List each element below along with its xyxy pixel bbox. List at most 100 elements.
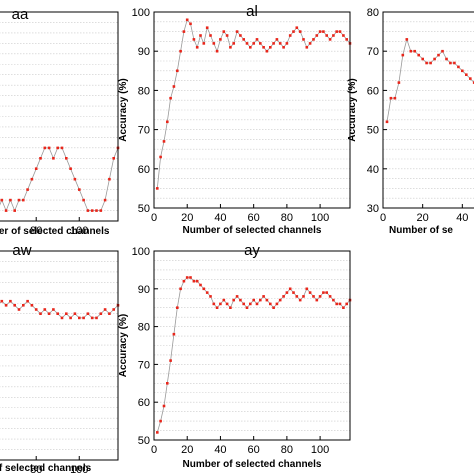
y-tick-label: 50 — [138, 203, 150, 215]
data-points — [0, 146, 120, 212]
y-tick-label: 70 — [138, 359, 150, 371]
data-points — [385, 38, 474, 124]
data-point — [322, 291, 325, 294]
data-point — [315, 34, 319, 37]
data-point — [322, 30, 325, 33]
data-point — [73, 177, 77, 181]
y-axis-label: Accuracy (%) — [118, 78, 129, 141]
data-point — [199, 34, 202, 37]
y-tick-label: 80 — [138, 85, 150, 97]
data-point — [192, 38, 196, 41]
data-point — [189, 22, 192, 26]
x-tick-label: 60 — [248, 212, 260, 224]
data-point — [441, 49, 444, 53]
data-point — [255, 38, 259, 41]
data-point — [82, 198, 85, 202]
data-point — [0, 299, 4, 303]
gridlines — [383, 21, 474, 199]
data-point — [332, 298, 335, 302]
y-tick-label: 100 — [132, 7, 150, 19]
data-point — [219, 302, 222, 306]
data-point — [39, 157, 42, 160]
chart-panel-3: 0 20 40 30 40 50 60 70 80 Number of se Accuracy (%… — [347, 7, 474, 236]
data-point — [312, 295, 315, 298]
data-point — [302, 38, 305, 41]
data-point — [328, 295, 332, 298]
data-point — [225, 34, 229, 37]
data-point — [86, 312, 90, 315]
data-point — [22, 304, 25, 307]
data-point — [457, 65, 460, 69]
data-point — [17, 308, 21, 311]
data-point — [405, 38, 409, 41]
data-point — [172, 332, 176, 336]
x-tick-label: 60 — [248, 444, 260, 456]
data-point — [275, 38, 279, 41]
data-point — [437, 53, 440, 57]
data-point — [295, 295, 299, 298]
data-point — [429, 61, 432, 65]
data-point — [182, 30, 186, 33]
data-point — [65, 157, 68, 160]
y-tick-label: 60 — [138, 164, 150, 176]
data-point — [169, 359, 172, 362]
x-axis-label: of selected channels — [0, 463, 92, 474]
x-axis-label: Number of selected channels — [183, 225, 322, 236]
data-point — [202, 287, 206, 291]
data-point — [282, 46, 285, 49]
gridlines — [0, 22, 118, 211]
data-point — [232, 298, 235, 302]
data-point — [17, 198, 21, 202]
data-point — [39, 312, 42, 315]
data-point — [312, 38, 315, 41]
data-point — [269, 46, 272, 49]
panel-title: ay — [244, 242, 260, 259]
y-tick-label: 90 — [138, 46, 150, 58]
data-point — [86, 209, 90, 212]
gridlines — [154, 21, 350, 199]
data-point — [318, 295, 322, 298]
data-point — [249, 46, 252, 49]
data-point — [30, 177, 34, 181]
data-point — [78, 188, 81, 191]
data-point — [56, 146, 59, 150]
data-point — [179, 287, 182, 291]
data-point — [345, 302, 348, 306]
data-point — [202, 42, 206, 45]
y-axis-label: Accuracy (%) — [118, 314, 129, 377]
data-point — [60, 316, 64, 320]
panel-title: aa — [12, 6, 29, 23]
data-point — [335, 30, 338, 33]
data-point — [9, 198, 12, 202]
data-point — [52, 157, 55, 160]
data-point — [338, 302, 342, 306]
plot-frame — [0, 11, 119, 222]
data-point — [278, 298, 282, 302]
data-point — [315, 298, 319, 302]
data-point — [409, 49, 413, 53]
series-line — [0, 300, 119, 319]
data-point — [34, 308, 38, 311]
data-point — [242, 302, 245, 306]
data-point — [255, 302, 259, 306]
data-points — [156, 18, 352, 190]
data-point — [169, 96, 172, 100]
data-point — [252, 42, 255, 45]
x-tick-label: 20 — [417, 212, 429, 224]
data-point — [342, 306, 345, 309]
x-tick-label: 80 — [281, 444, 293, 456]
data-point — [265, 298, 269, 302]
data-point — [461, 69, 464, 73]
data-point — [43, 308, 47, 311]
data-point — [342, 34, 345, 37]
data-point — [103, 198, 107, 202]
data-point — [95, 209, 98, 212]
data-point — [285, 291, 289, 294]
data-point — [13, 304, 16, 307]
y-tick-label: 50 — [367, 125, 379, 137]
data-point — [162, 140, 166, 143]
y-tick-label: 90 — [138, 284, 150, 296]
data-point — [225, 302, 229, 306]
data-point — [332, 34, 335, 37]
data-point — [338, 30, 342, 33]
